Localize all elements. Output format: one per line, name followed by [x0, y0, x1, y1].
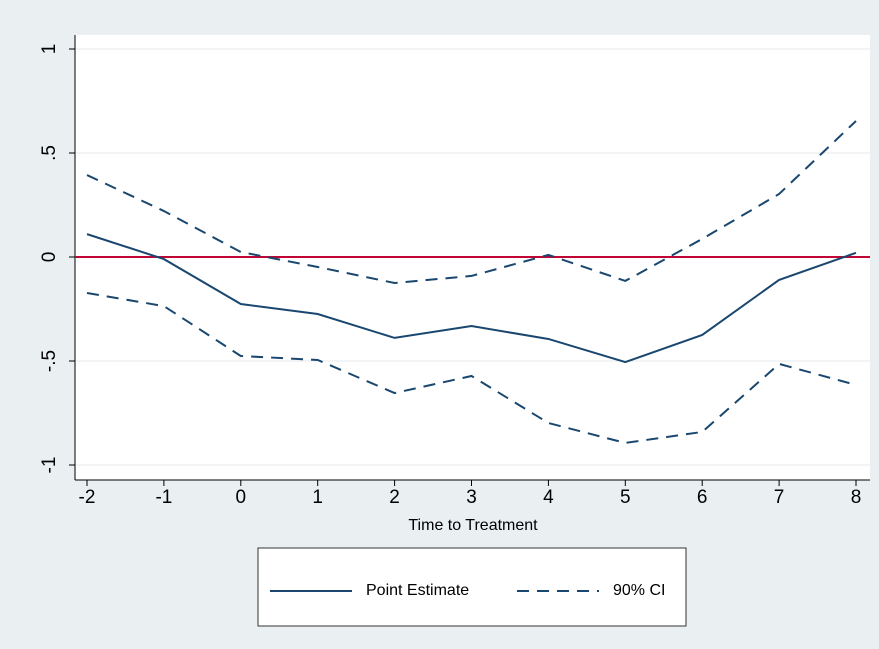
x-tick-label: 8 — [851, 487, 862, 508]
x-tick-label: 6 — [697, 487, 708, 508]
x-tick-label: 7 — [774, 487, 785, 508]
y-tick-label: -1 — [39, 457, 60, 474]
ci-line — [86, 120, 857, 285]
y-tick-label: 1 — [39, 44, 60, 55]
y-tick-label: 0 — [39, 252, 60, 263]
x-axis-title: Time to Treatment — [408, 517, 538, 534]
y-tick-label: -.5 — [39, 350, 60, 372]
x-tick-label: 3 — [466, 487, 477, 508]
x-tick-label: 4 — [543, 487, 554, 508]
line — [86, 233, 857, 364]
x-tick-label: 1 — [312, 487, 323, 508]
x-tick-label: 2 — [389, 487, 400, 508]
legend — [257, 547, 687, 627]
legend-label: Point Estimate — [366, 582, 469, 599]
x-tick-label: -1 — [155, 487, 172, 508]
x-tick-label: -2 — [79, 487, 96, 508]
x-tick-label: 5 — [620, 487, 631, 508]
legend-label: 90% CI — [613, 582, 665, 599]
y-tick-label: .5 — [39, 145, 60, 161]
ci-line — [86, 291, 857, 444]
x-tick-label: 0 — [236, 487, 247, 508]
